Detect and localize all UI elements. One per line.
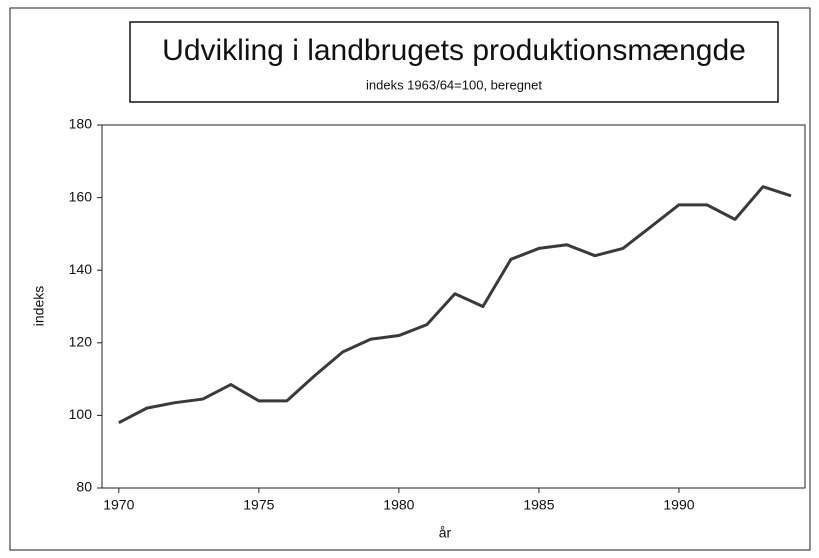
chart-title: Udvikling i landbrugets produktionsmængd… bbox=[162, 34, 746, 67]
plot-area bbox=[101, 124, 806, 489]
x-tick-label: 1990 bbox=[663, 497, 694, 513]
x-tick-label: 1980 bbox=[383, 497, 414, 513]
frame bbox=[9, 7, 811, 551]
x-axis-label: år bbox=[439, 525, 452, 541]
data-line bbox=[118, 185, 792, 424]
y-tick-label: 140 bbox=[69, 261, 93, 277]
chart-subtitle: indeks 1963/64=100, beregnet bbox=[366, 77, 542, 92]
x-tick-label: 1985 bbox=[523, 497, 554, 513]
y-tick-label: 160 bbox=[69, 188, 93, 204]
y-tick-label: 120 bbox=[69, 334, 93, 350]
x-tick-label: 1970 bbox=[103, 497, 134, 513]
y-tick-label: 100 bbox=[69, 406, 93, 422]
y-tick-label: 180 bbox=[69, 116, 93, 132]
y-axis-label: indeks bbox=[31, 286, 47, 326]
title-box bbox=[129, 21, 779, 103]
y-tick-label: 80 bbox=[76, 479, 92, 495]
x-tick-label: 1975 bbox=[243, 497, 274, 513]
